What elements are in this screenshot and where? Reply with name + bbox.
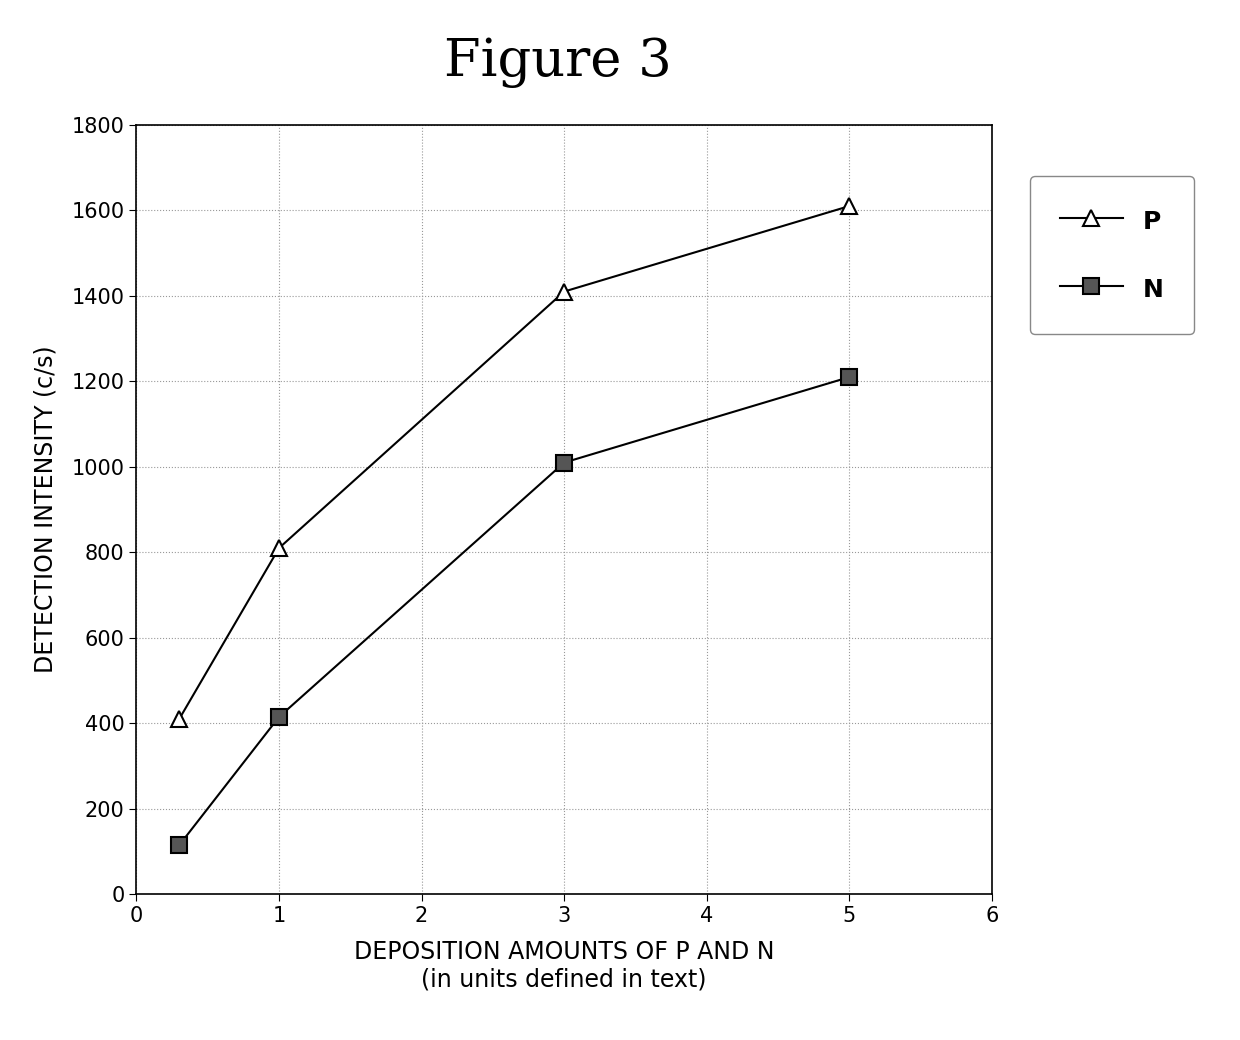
Line: N: N <box>171 369 857 853</box>
N <box>842 371 857 384</box>
P <box>557 285 572 297</box>
Text: Figure 3: Figure 3 <box>444 36 672 88</box>
Y-axis label: DETECTION INTENSITY (c/s): DETECTION INTENSITY (c/s) <box>33 345 57 674</box>
Legend: P, N: P, N <box>1030 176 1194 334</box>
P <box>842 200 857 212</box>
N <box>272 710 286 723</box>
N <box>557 457 572 469</box>
P <box>171 712 187 725</box>
X-axis label: DEPOSITION AMOUNTS OF P AND N
(in units defined in text): DEPOSITION AMOUNTS OF P AND N (in units … <box>353 940 775 992</box>
N <box>171 839 187 852</box>
P <box>272 542 286 554</box>
Line: P: P <box>171 198 858 727</box>
